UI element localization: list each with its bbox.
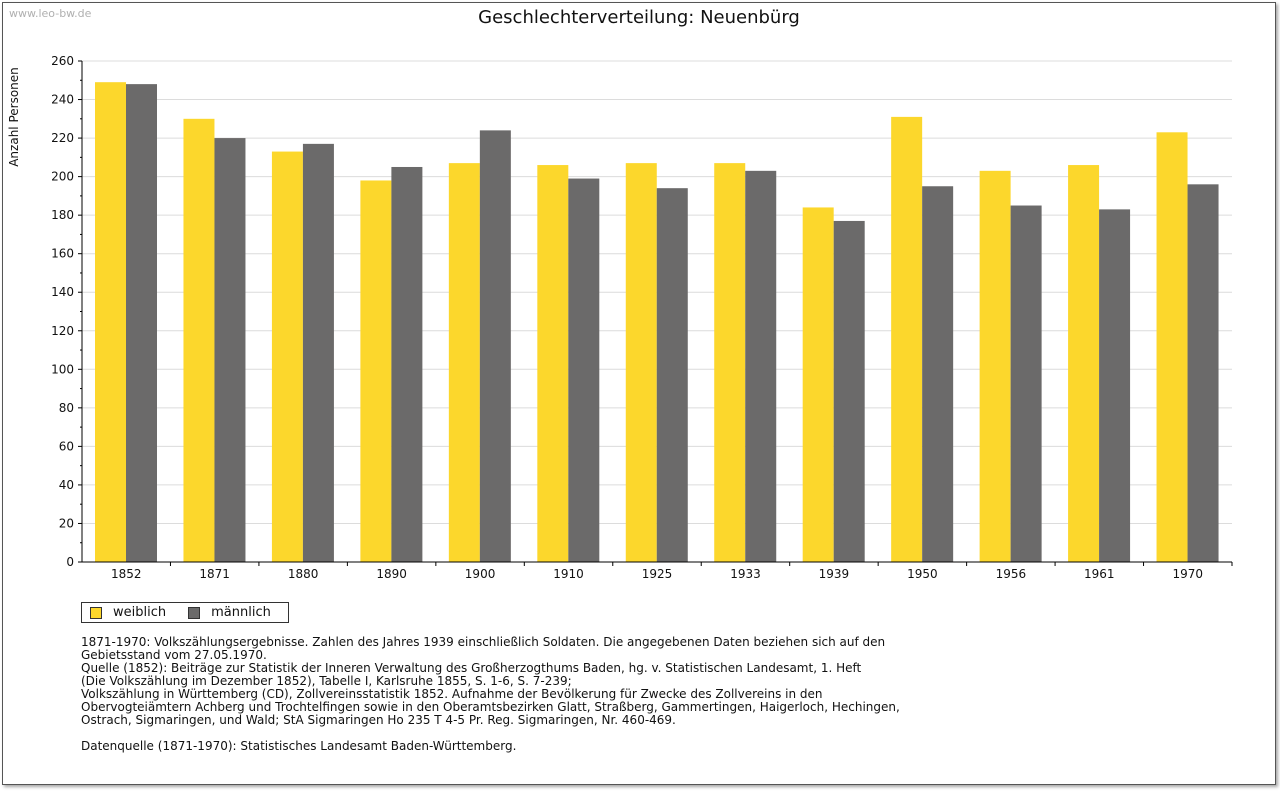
bar-weiblich-1871 (183, 118, 215, 563)
bar-männlich-1956 (1010, 205, 1042, 562)
x-tick-label: 1961 (1084, 567, 1115, 581)
y-tick-label: 220 (51, 131, 74, 145)
note-line: 1871-1970: Volkszählungsergebnisse. Zahl… (81, 635, 886, 649)
chart-notes: 1871-1970: Volkszählungsergebnisse. Zahl… (81, 636, 921, 753)
bar-männlich-1890 (391, 166, 423, 562)
bar-weiblich-1933 (714, 163, 746, 562)
bar-männlich-1910 (568, 178, 600, 563)
note-line: Gebietsstand vom 27.05.1970. (81, 648, 267, 662)
y-tick-label: 100 (51, 362, 74, 376)
bar-weiblich-1956 (979, 170, 1011, 563)
x-tick-label: 1852 (111, 567, 142, 581)
note-line: Quelle (1852): Beiträge zur Statistik de… (81, 661, 862, 675)
x-tick-label: 1970 (1172, 567, 1203, 581)
bar-weiblich-1950 (891, 116, 923, 562)
x-tick-label: 1871 (199, 567, 230, 581)
note-line: Volkszählung in Württemberg (CD), Zollve… (81, 687, 823, 701)
x-tick-label: 1910 (553, 567, 584, 581)
y-tick-label: 240 (51, 93, 74, 107)
y-tick-label: 40 (59, 478, 74, 492)
bar-männlich-1961 (1099, 209, 1131, 562)
legend-swatch-maennlich (188, 606, 201, 619)
x-tick-label: 1890 (376, 567, 407, 581)
bar-weiblich-1925 (625, 163, 657, 562)
y-tick-label: 0 (66, 555, 74, 569)
note-line: Obervogteiämtern Achberg und Trochtelfin… (81, 700, 900, 714)
bar-weiblich-1970 (1156, 132, 1188, 563)
bar-männlich-1970 (1187, 184, 1219, 563)
y-tick-label: 200 (51, 170, 74, 184)
bar-weiblich-1890 (360, 180, 392, 562)
x-tick-label: 1925 (642, 567, 673, 581)
chart-title: Geschlechterverteilung: Neuenbürg (478, 7, 800, 28)
y-tick-label: 160 (51, 247, 74, 261)
data-source: Datenquelle (1871-1970): Statistisches L… (81, 739, 517, 753)
bar-weiblich-1961 (1068, 165, 1100, 563)
bar-weiblich-1910 (537, 165, 569, 563)
bar-weiblich-1939 (802, 207, 834, 562)
bar-männlich-1933 (745, 170, 777, 563)
x-tick-label: 1933 (730, 567, 761, 581)
legend-swatch-weiblich (90, 606, 102, 619)
legend-item-weiblich: weiblich (90, 605, 166, 620)
x-tick-label: 1950 (907, 567, 938, 581)
y-tick-label: 120 (51, 324, 74, 338)
bar-männlich-1852 (126, 84, 157, 562)
x-tick-label: 1900 (465, 567, 496, 581)
bar-weiblich-1880 (271, 151, 303, 563)
y-tick-label: 20 (59, 516, 74, 530)
bar-männlich-1925 (656, 188, 688, 562)
x-tick-label: 1939 (819, 567, 850, 581)
bar-männlich-1871 (214, 138, 246, 563)
x-tick-label: 1956 (996, 567, 1027, 581)
bar-männlich-1939 (833, 220, 865, 562)
bar-weiblich-1900 (448, 163, 480, 562)
legend: weiblich männlich (81, 602, 289, 623)
y-tick-label: 180 (51, 208, 74, 222)
legend-label-maennlich: männlich (211, 605, 271, 620)
bar-weiblich-1852 (95, 82, 126, 562)
watermark: www.leo-bw.de (9, 7, 92, 20)
bar-männlich-1880 (302, 143, 334, 562)
note-line: Ostrach, Sigmaringen, und Wald; StA Sigm… (81, 713, 676, 727)
x-tick-label: 1880 (288, 567, 319, 581)
bar-chart: 0 20 40 60 80 100 120 140 160 180 200 220 240 260 1852… (51, 54, 1233, 581)
y-tick-label: 80 (59, 401, 74, 415)
y-tick-label: 60 (59, 439, 74, 453)
note-line: (Die Volkszählung im Dezember 1852), Tab… (81, 674, 572, 688)
bar-männlich-1900 (479, 130, 511, 562)
legend-item-maennlich: männlich (188, 605, 271, 620)
y-tick-label: 260 (51, 54, 74, 68)
legend-label-weiblich: weiblich (113, 605, 167, 620)
bar-männlich-1950 (922, 186, 954, 562)
y-tick-label: 140 (51, 285, 74, 299)
